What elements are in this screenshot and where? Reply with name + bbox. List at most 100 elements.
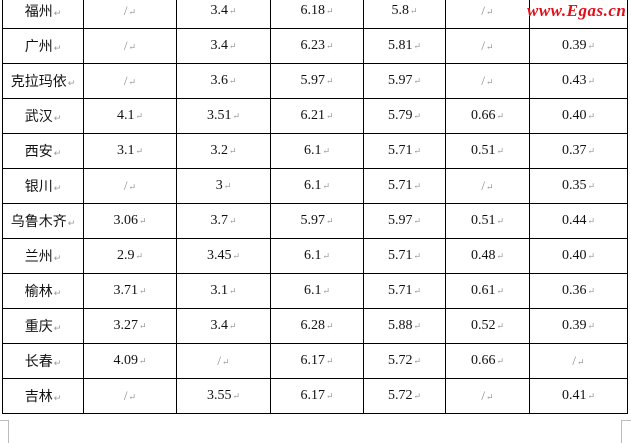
value-cell: 6.18↵: [270, 0, 364, 29]
paragraph-mark-icon: ↵: [138, 356, 147, 366]
paragraph-mark-icon: ↵: [53, 149, 62, 159]
city-cell: 长春↵: [2, 343, 84, 379]
cell-text: 0.66: [470, 108, 496, 123]
paragraph-mark-icon: ↵: [53, 394, 62, 404]
paragraph-mark-icon: ↵: [413, 41, 422, 51]
cell-text: 0.43: [561, 73, 587, 88]
paragraph-mark-icon: ↵: [325, 76, 334, 86]
value-cell: 0.52↵: [445, 308, 530, 344]
cell-text: 5.72: [387, 353, 413, 368]
paragraph-mark-icon: ↵: [228, 216, 237, 226]
cell-text: 5.8: [391, 3, 409, 18]
value-cell: 3.7↵: [176, 203, 271, 239]
cell-text: 2.9: [116, 248, 135, 263]
cell-text: 6.17: [300, 353, 325, 368]
cell-text: 0.52: [470, 318, 496, 333]
paragraph-mark-icon: ↵: [496, 321, 505, 331]
cell-text: 克拉玛依: [10, 74, 67, 90]
cell-text: 0.36: [561, 283, 587, 298]
city-cell: 榆林↵: [2, 273, 84, 309]
paragraph-mark-icon: ↵: [486, 7, 494, 17]
value-cell: /↵: [445, 63, 530, 99]
value-cell: 4.09↵: [83, 343, 177, 379]
paragraph-mark-icon: ↵: [496, 251, 505, 261]
cell-text: 0.35: [561, 178, 587, 193]
cell-text: 兰州: [24, 249, 53, 265]
cell-text: 5.88: [387, 318, 413, 333]
paragraph-mark-icon: ↵: [232, 251, 241, 261]
table-row: 广州↵/↵ 3.4↵ 6.23↵ 5.81↵/↵ 0.39↵: [2, 28, 628, 64]
value-cell: 3.71↵: [83, 273, 177, 309]
paragraph-mark-icon: ↵: [486, 392, 494, 402]
paragraph-mark-icon: ↵: [232, 391, 241, 401]
value-cell: 6.17↵: [270, 378, 364, 414]
cell-text: 武汉: [24, 109, 53, 125]
paragraph-mark-icon: ↵: [135, 251, 144, 261]
paragraph-mark-icon: ↵: [53, 289, 62, 299]
paragraph-mark-icon: ↵: [53, 184, 62, 194]
paragraph-mark-icon: ↵: [413, 76, 422, 86]
cell-text: 3.4: [210, 318, 228, 333]
paragraph-mark-icon: ↵: [413, 251, 422, 261]
table-body: 福州↵/↵ 3.4↵ 6.18↵ 5.8↵/↵ 广州↵/↵ 3.4↵ 6.23↵ 5.81↵ /…: [2, 0, 628, 414]
cell-text: 0.61: [470, 283, 496, 298]
value-cell: /↵: [445, 378, 530, 414]
value-cell: /↵: [445, 168, 530, 204]
cell-text: 3.6: [210, 73, 228, 88]
value-cell: 0.41↵: [529, 378, 628, 414]
cell-text: 福州: [24, 4, 53, 20]
cell-text: 0.48: [470, 248, 496, 263]
cell-text: 3.51: [206, 108, 232, 123]
cell-text: /: [481, 73, 486, 88]
cell-text: 5.97: [300, 73, 325, 88]
cell-text: /: [123, 38, 128, 53]
value-cell: [529, 0, 628, 29]
table-row: 克拉玛依↵/↵ 3.6↵ 5.97↵ 5.97↵/↵ 0.43↵: [2, 63, 628, 99]
paragraph-mark-icon: ↵: [587, 286, 596, 296]
paragraph-mark-icon: ↵: [496, 356, 505, 366]
paragraph-mark-icon: ↵: [53, 114, 62, 124]
value-cell: 3.4↵: [176, 0, 271, 29]
value-cell: /↵: [83, 378, 177, 414]
table-row: 榆林↵ 3.71↵ 3.1↵ 6.1↵ 5.71↵ 0.61↵ 0.36↵: [2, 273, 628, 309]
cell-text: /: [481, 38, 486, 53]
cell-text: 3.1: [210, 283, 228, 298]
paragraph-mark-icon: ↵: [325, 321, 334, 331]
cell-text: 0.39: [561, 318, 587, 333]
value-cell: /↵: [83, 0, 177, 29]
paragraph-mark-icon: ↵: [496, 286, 505, 296]
cell-text: /: [123, 73, 128, 88]
value-cell: 0.40↵: [529, 238, 628, 274]
value-cell: 0.51↵: [445, 133, 530, 169]
paragraph-mark-icon: ↵: [322, 181, 331, 191]
cell-text: /: [481, 178, 486, 193]
paragraph-mark-icon: ↵: [325, 6, 334, 16]
city-cell: 兰州↵: [2, 238, 84, 274]
paragraph-mark-icon: ↵: [135, 111, 144, 121]
page-corner-mark-right: [621, 420, 631, 443]
paragraph-mark-icon: ↵: [587, 216, 596, 226]
cell-text: 5.71: [387, 143, 413, 158]
table-row: 重庆↵ 3.27↵ 3.4↵ 6.28↵ 5.88↵ 0.52↵ 0.39↵: [2, 308, 628, 344]
paragraph-mark-icon: ↵: [228, 146, 237, 156]
paragraph-mark-icon: ↵: [128, 392, 137, 402]
paragraph-mark-icon: ↵: [587, 391, 596, 401]
value-cell: 0.66↵: [445, 98, 530, 134]
value-cell: 3.4↵: [176, 308, 271, 344]
value-cell: /↵: [83, 28, 177, 64]
cell-text: 5.71: [387, 283, 413, 298]
cell-text: 6.28: [300, 318, 325, 333]
paragraph-mark-icon: ↵: [413, 146, 422, 156]
value-cell: 0.39↵: [529, 28, 628, 64]
value-cell: 0.39↵: [529, 308, 628, 344]
paragraph-mark-icon: ↵: [587, 76, 596, 86]
cell-text: 0.39: [561, 38, 587, 53]
value-cell: 5.97↵: [270, 63, 364, 99]
value-cell: 5.97↵: [363, 63, 446, 99]
cell-text: 6.1: [303, 178, 322, 193]
value-cell: 6.1↵: [270, 168, 364, 204]
cell-text: 乌鲁木齐: [10, 214, 67, 230]
paragraph-mark-icon: ↵: [587, 181, 596, 191]
cell-text: 6.1: [303, 283, 322, 298]
table-row: 长春↵ 4.09↵/↵ 6.17↵ 5.72↵ 0.66↵/↵: [2, 343, 628, 379]
